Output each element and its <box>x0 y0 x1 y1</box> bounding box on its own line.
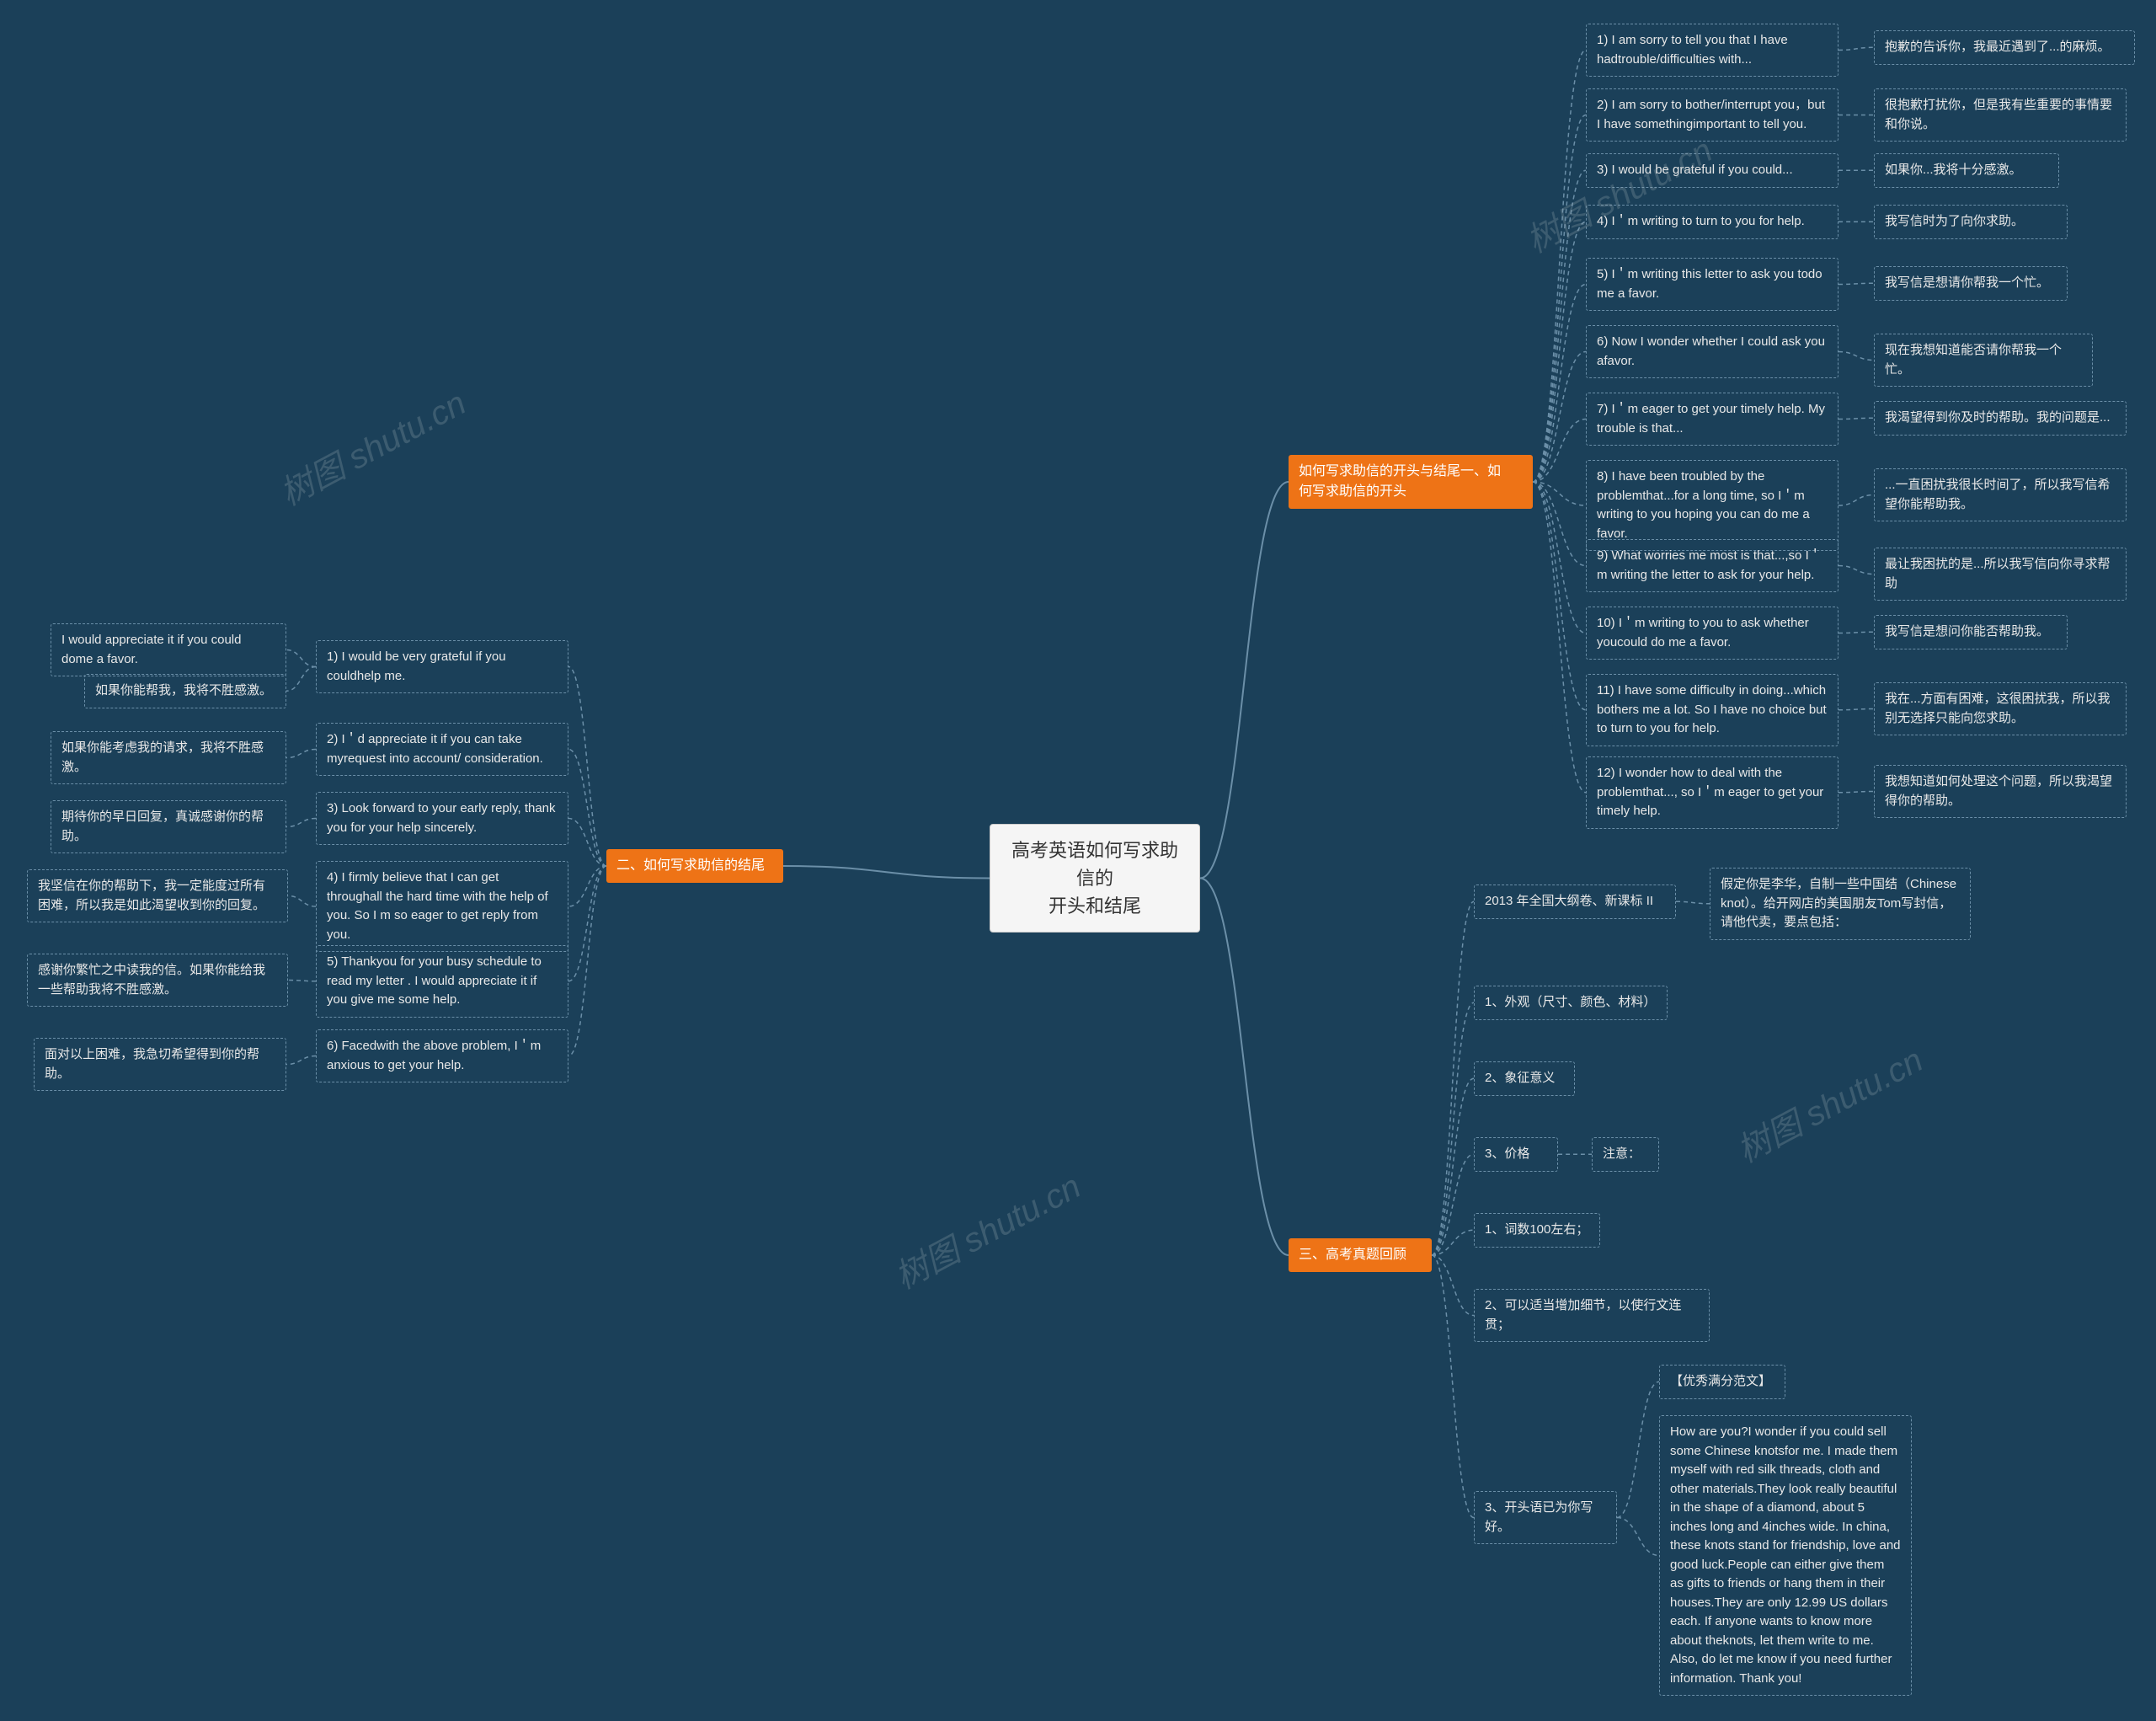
leaf-node-l3_4: 3、价格 <box>1474 1137 1558 1172</box>
leaf-node-l2_4t: 我坚信在你的帮助下，我一定能度过所有困难，所以我是如此渴望收到你的回复。 <box>27 869 288 922</box>
leaf-node-l1_7: 7) I＇m eager to get your timely help. My… <box>1586 393 1838 446</box>
leaf-node-l2_1: 1) I would be very grateful if you could… <box>316 640 568 693</box>
leaf-node-l3_7: 3、开头语已为你写好。 <box>1474 1491 1617 1544</box>
leaf-node-l2_2: 2) I＇d appreciate it if you can take myr… <box>316 723 568 776</box>
leaf-node-l1_8: 8) I have been troubled by the problemth… <box>1586 460 1838 551</box>
leaf-node-l2_6t: 面对以上困难，我急切希望得到你的帮助。 <box>34 1038 286 1091</box>
leaf-node-l3_1t: 假定你是李华，自制一些中国结（Chinese knot）。给开网店的美国朋友To… <box>1710 868 1971 940</box>
branch-node-b2: 二、如何写求助信的结尾 <box>606 849 783 883</box>
leaf-node-l1_2: 2) I am sorry to bother/interrupt you，bu… <box>1586 88 1838 142</box>
leaf-node-l3_7a: 【优秀满分范文】 <box>1659 1365 1785 1399</box>
leaf-node-l1_8t: ...一直困扰我很长时间了，所以我写信希望你能帮助我。 <box>1874 468 2127 521</box>
leaf-node-l2_4: 4) I firmly believe that I can get throu… <box>316 861 568 952</box>
leaf-node-l2_2t: 如果你能考虑我的请求，我将不胜感激。 <box>51 731 286 784</box>
leaf-node-l2_3: 3) Look forward to your early reply, tha… <box>316 792 568 845</box>
leaf-node-l1_12t: 我想知道如何处理这个问题，所以我渴望得你的帮助。 <box>1874 765 2127 818</box>
leaf-node-l1_1t: 抱歉的告诉你，我最近遇到了...的麻烦。 <box>1874 30 2135 65</box>
leaf-node-l3_1: 2013 年全国大纲卷、新课标 II <box>1474 885 1676 919</box>
leaf-node-l1_10: 10) I＇m writing to you to ask whether yo… <box>1586 607 1838 660</box>
leaf-node-l1_4t: 我写信时为了向你求助。 <box>1874 205 2068 239</box>
mindmap-canvas: 高考英语如何写求助信的开头和结尾 如何写求助信的开头与结尾一、如何写求助信的开头二… <box>0 0 2156 1721</box>
leaf-node-l2_1b: 如果你能帮我，我将不胜感激。 <box>84 674 286 708</box>
leaf-node-l3_7b: How are you?I wonder if you could sell s… <box>1659 1415 1912 1696</box>
leaf-node-l1_6: 6) Now I wonder whether I could ask you … <box>1586 325 1838 378</box>
leaf-node-l2_5: 5) Thankyou for your busy schedule to re… <box>316 945 568 1018</box>
leaf-node-l1_10t: 我写信是想问你能否帮助我。 <box>1874 615 2068 649</box>
leaf-node-l2_6: 6) Facedwith the above problem, I＇m anxi… <box>316 1029 568 1082</box>
watermark-1: 树图 shutu.cn <box>1517 124 1720 263</box>
leaf-node-l1_6t: 现在我想知道能否请你帮我一个忙。 <box>1874 334 2093 387</box>
leaf-node-l1_2t: 很抱歉打扰你，但是我有些重要的事情要和你说。 <box>1874 88 2127 142</box>
leaf-node-l1_3t: 如果你...我将十分感激。 <box>1874 153 2059 188</box>
leaf-node-l2_5t: 感谢你繁忙之中读我的信。如果你能给我一些帮助我将不胜感激。 <box>27 954 288 1007</box>
leaf-node-l1_7t: 我渴望得到你及时的帮助。我的问题是... <box>1874 401 2127 436</box>
leaf-node-l2_1a: I would appreciate it if you could dome … <box>51 623 286 676</box>
leaf-node-l1_5t: 我写信是想请你帮我一个忙。 <box>1874 266 2068 301</box>
leaf-node-l1_9t: 最让我困扰的是...所以我写信向你寻求帮助 <box>1874 548 2127 601</box>
branch-node-b3: 三、高考真题回顾 <box>1289 1238 1432 1272</box>
center-node-c0: 高考英语如何写求助信的开头和结尾 <box>990 824 1200 933</box>
leaf-node-l3_3: 2、象征意义 <box>1474 1061 1575 1096</box>
leaf-node-l3_6: 2、可以适当增加细节，以使行文连贯； <box>1474 1289 1710 1342</box>
branch-node-b1: 如何写求助信的开头与结尾一、如何写求助信的开头 <box>1289 455 1533 509</box>
leaf-node-l2_3t: 期待你的早日回复，真诚感谢你的帮助。 <box>51 800 286 853</box>
watermark-2: 树图 shutu.cn <box>885 1160 1088 1299</box>
leaf-node-l1_5: 5) I＇m writing this letter to ask you to… <box>1586 258 1838 311</box>
leaf-node-l3_4t: 注意： <box>1592 1137 1659 1172</box>
leaf-node-l1_3: 3) I would be grateful if you could... <box>1586 153 1838 188</box>
leaf-node-l1_9: 9) What worries me most is that...,so I＇… <box>1586 539 1838 592</box>
leaf-node-l1_11: 11) I have some difficulty in doing...wh… <box>1586 674 1838 746</box>
leaf-node-l1_1: 1) I am sorry to tell you that I have ha… <box>1586 24 1838 77</box>
watermark-0: 树图 shutu.cn <box>270 377 473 516</box>
leaf-node-l1_11t: 我在...方面有困难，这很困扰我，所以我别无选择只能向您求助。 <box>1874 682 2127 735</box>
leaf-node-l1_12: 12) I wonder how to deal with the proble… <box>1586 756 1838 829</box>
leaf-node-l3_2: 1、外观（尺寸、颜色、材料） <box>1474 986 1668 1020</box>
leaf-node-l1_4: 4) I＇m writing to turn to you for help. <box>1586 205 1838 239</box>
leaf-node-l3_5: 1、词数100左右； <box>1474 1213 1600 1248</box>
watermark-3: 树图 shutu.cn <box>1727 1034 1930 1173</box>
